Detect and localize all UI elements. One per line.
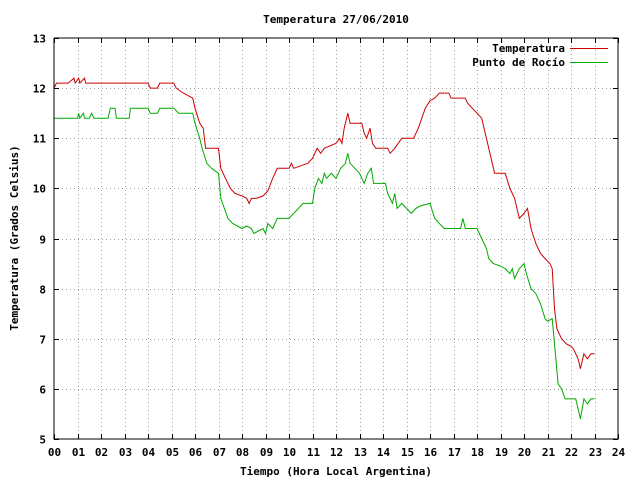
axis-ticks <box>54 38 619 440</box>
series-line-temperatura <box>53 76 595 369</box>
x-tick-label: 03 <box>119 446 132 459</box>
chart-title: Temperatura 27/06/2010 <box>263 13 409 26</box>
grid <box>54 38 618 439</box>
x-tick-label: 22 <box>565 446 578 459</box>
x-tick-label: 02 <box>95 446 108 459</box>
x-tick-label: 06 <box>189 446 203 459</box>
y-tick-label: 6 <box>39 384 46 397</box>
x-tick-label: 07 <box>213 446 226 459</box>
y-tick-label: 8 <box>39 284 46 297</box>
x-tick-label: 04 <box>142 446 156 459</box>
y-axis-label: Temperatura (Grados Celsius) <box>8 145 21 330</box>
x-tick-label: 21 <box>542 446 556 459</box>
legend-label-punto-de-rocio: Punto de Rocío <box>472 56 565 69</box>
series-line-punto-de-rocio <box>54 107 595 420</box>
x-tick-label: 09 <box>260 446 273 459</box>
y-tick-label: 7 <box>39 334 46 347</box>
x-tick-label: 15 <box>401 446 414 459</box>
series-group <box>53 76 595 420</box>
x-tick-label: 01 <box>72 446 86 459</box>
y-tick-label: 5 <box>39 434 46 447</box>
x-tick-label: 14 <box>377 446 391 459</box>
x-axis-label: Tiempo (Hora Local Argentina) <box>240 465 432 478</box>
y-tick-label: 11 <box>33 133 47 146</box>
x-tick-label: 17 <box>448 446 461 459</box>
x-tick-label: 19 <box>495 446 508 459</box>
y-tick-label: 9 <box>39 234 46 247</box>
x-tick-label: 24 <box>612 446 626 459</box>
x-tick-label: 12 <box>330 446 343 459</box>
y-tick-label: 12 <box>33 83 46 96</box>
x-tick-label: 08 <box>236 446 249 459</box>
x-tick-label: 23 <box>589 446 602 459</box>
x-tick-label: 11 <box>307 446 321 459</box>
x-tick-label: 20 <box>518 446 531 459</box>
x-tick-labels: 00 01 02 03 04 05 06 07 08 09 10 11 12 13 14 15 16 17 18 19… <box>48 446 626 459</box>
x-tick-label: 13 <box>354 446 367 459</box>
x-tick-label: 18 <box>471 446 484 459</box>
x-tick-label: 05 <box>166 446 179 459</box>
y-tick-label: 10 <box>33 183 46 196</box>
y-tick-labels: 5 6 7 8 9 10 11 12 13 <box>33 33 47 447</box>
legend-label-temperatura: Temperatura <box>492 42 565 55</box>
y-tick-label: 13 <box>33 33 46 46</box>
x-tick-label: 00 <box>48 446 61 459</box>
x-tick-label: 10 <box>283 446 296 459</box>
x-tick-label: 16 <box>424 446 438 459</box>
